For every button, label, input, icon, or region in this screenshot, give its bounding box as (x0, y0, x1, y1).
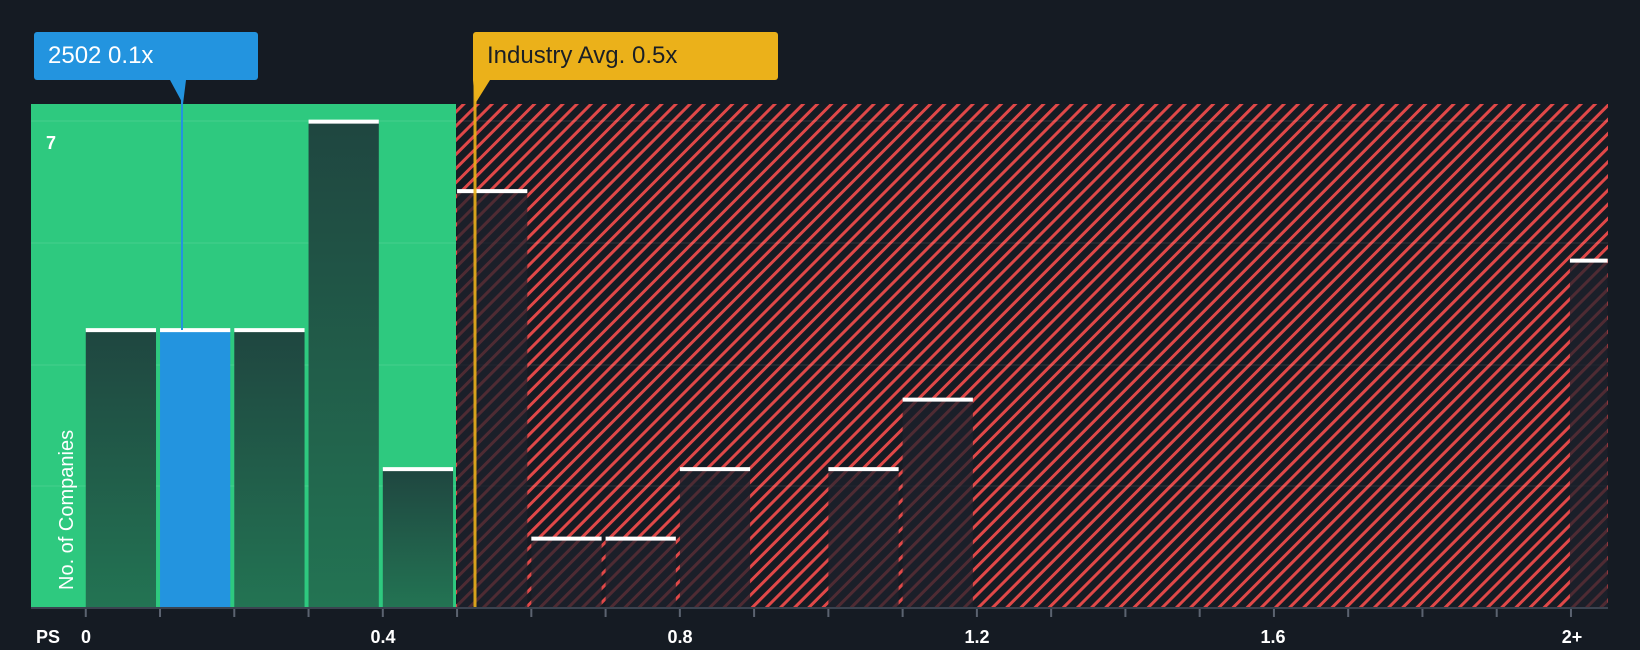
histogram-bar (160, 330, 231, 609)
histogram-bar (605, 538, 676, 609)
histogram-bar (679, 469, 751, 609)
x-tick-label: 0.8 (667, 627, 693, 647)
company-callout-pointer (170, 80, 186, 104)
histogram-bar (1569, 260, 1608, 609)
histogram-bar (902, 399, 973, 609)
histogram-bar (531, 538, 602, 609)
bar-cap (308, 119, 379, 124)
industry-avg-callout: Industry Avg. 0.5x (473, 32, 778, 80)
x-tick-label: 0 (80, 627, 92, 647)
histogram-bar (382, 469, 454, 609)
bars (85, 119, 1608, 609)
histogram-bar (85, 330, 157, 609)
bar-cap (457, 189, 528, 194)
industry-callout-pointer (473, 80, 490, 104)
histogram-bar (234, 330, 305, 609)
y-tick-max: 7 (46, 133, 57, 153)
bar-cap (605, 536, 676, 541)
bar-cap (1569, 258, 1608, 263)
histogram-bar (828, 469, 899, 609)
histogram-bar (308, 121, 379, 609)
x-axis-prefix: PS (36, 627, 61, 647)
company-callout: 2502 0.1x (34, 32, 258, 80)
bar-cap (902, 397, 973, 402)
bar-cap (828, 467, 899, 472)
histogram-bar (457, 191, 528, 609)
overvalued-zone (456, 104, 1608, 608)
x-tick-label: 0.4 (370, 627, 396, 647)
bar-cap (531, 536, 602, 541)
x-tick-label: 1.6 (1260, 627, 1286, 647)
bar-cap (160, 328, 231, 333)
x-tick-label: 2+ (1561, 627, 1583, 647)
bar-cap (679, 467, 751, 472)
x-tick-label: 1.2 (964, 627, 990, 647)
x-ticks (84, 609, 1572, 617)
bar-cap (85, 328, 157, 333)
bar-cap (234, 328, 305, 333)
y-axis-title: No. of Companies (56, 429, 78, 590)
bar-cap (382, 467, 454, 472)
